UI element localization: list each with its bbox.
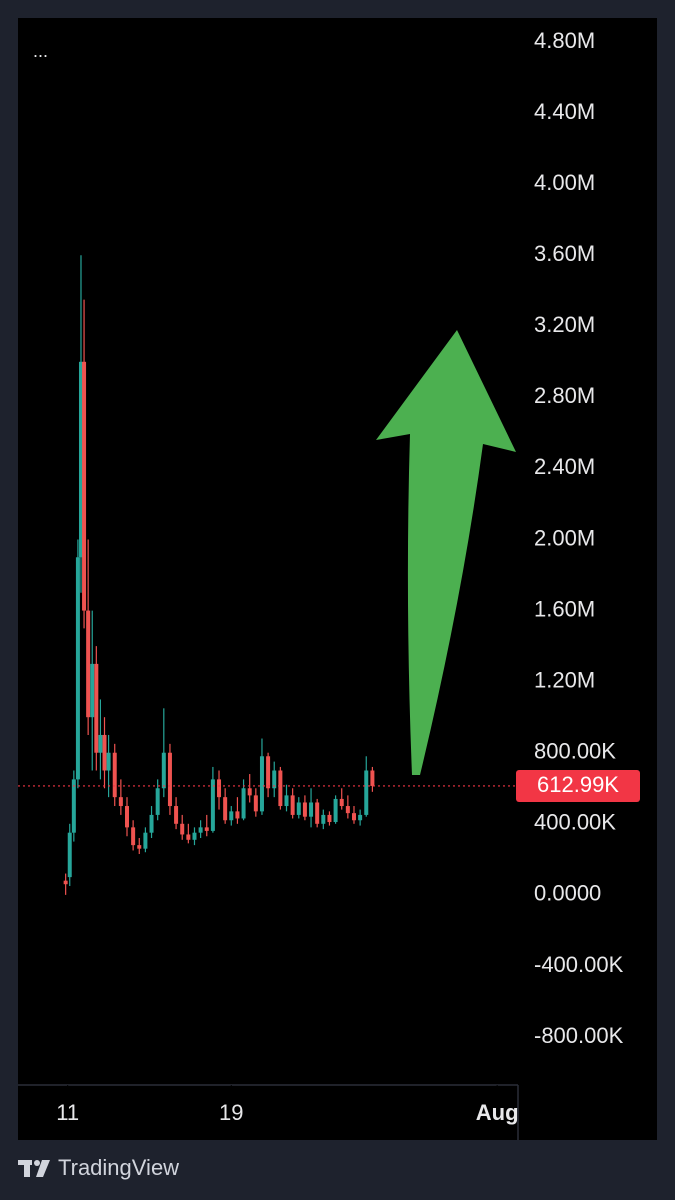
candle-body bbox=[137, 845, 142, 849]
candle-body bbox=[98, 734, 103, 753]
y-tick-label: 1.20M bbox=[534, 667, 595, 692]
candle-body bbox=[118, 797, 123, 807]
candle-body bbox=[327, 814, 332, 823]
candle-body bbox=[284, 795, 289, 807]
y-tick-label: -400.00K bbox=[534, 952, 624, 977]
candle-body bbox=[315, 802, 320, 824]
candle-body bbox=[364, 770, 369, 815]
candle-body bbox=[90, 663, 95, 718]
candle-body bbox=[358, 814, 363, 821]
candle-body bbox=[155, 788, 160, 815]
candle-body bbox=[247, 788, 252, 796]
candle-body bbox=[309, 802, 314, 817]
candle-body bbox=[278, 770, 283, 807]
candle-body bbox=[67, 832, 72, 878]
y-tick-label: 800.00K bbox=[534, 739, 616, 764]
candle-body bbox=[186, 834, 191, 840]
y-tick-label: 4.80M bbox=[534, 28, 595, 53]
candle-body bbox=[198, 827, 203, 833]
candle-body bbox=[149, 814, 154, 833]
y-tick-label: 0.0000 bbox=[534, 881, 601, 906]
candle-body bbox=[351, 813, 356, 821]
logo bbox=[18, 1160, 50, 1177]
candle-body bbox=[241, 788, 246, 819]
candle-body bbox=[290, 795, 295, 815]
candle-body bbox=[106, 752, 111, 771]
candle-body bbox=[78, 361, 83, 558]
y-tick-label: 2.40M bbox=[534, 454, 595, 479]
candle-body bbox=[266, 756, 271, 789]
candle-body bbox=[302, 802, 307, 817]
candle-body bbox=[333, 798, 338, 823]
candle-body bbox=[131, 827, 136, 846]
candle-body bbox=[102, 734, 107, 771]
y-tick-label: 2.80M bbox=[534, 383, 595, 408]
candle-body bbox=[321, 814, 326, 824]
y-tick-label: -800.00K bbox=[534, 1023, 624, 1048]
candle-body bbox=[94, 663, 99, 753]
y-tick-label: 4.00M bbox=[534, 170, 595, 195]
axes: 4.80M 4.40M 4.00M 3.60M 3.20M 2.80M 2.40M 2.00M… bbox=[56, 28, 640, 1125]
candle-body bbox=[63, 880, 68, 885]
candle-body bbox=[192, 832, 197, 840]
y-tick-label: 3.20M bbox=[534, 312, 595, 337]
brand: TradingView bbox=[58, 1155, 179, 1180]
y-tick-label: 2.00M bbox=[534, 525, 595, 550]
candle-body bbox=[345, 806, 350, 814]
candle-body bbox=[272, 770, 277, 789]
x-tick-label: Aug bbox=[476, 1100, 519, 1125]
candle-body bbox=[71, 779, 76, 833]
candle-body bbox=[217, 779, 222, 798]
y-tick-label: 1.60M bbox=[534, 596, 595, 621]
candle-body bbox=[259, 756, 264, 812]
candle-body bbox=[180, 823, 185, 835]
x-axis-labels: 11 19 Aug bbox=[56, 1085, 518, 1125]
candle-body bbox=[86, 610, 91, 718]
chart-pane bbox=[18, 18, 657, 1140]
candle-body bbox=[112, 752, 117, 798]
last-price-tag bbox=[516, 769, 640, 802]
candle-body bbox=[204, 827, 209, 831]
candle-body bbox=[174, 806, 179, 824]
candle-body bbox=[75, 557, 80, 780]
x-tick-label: 19 bbox=[219, 1100, 243, 1125]
candle-body bbox=[143, 832, 148, 849]
last-price-label: 612.99K bbox=[537, 772, 619, 797]
candle-body bbox=[296, 802, 301, 815]
candle-body bbox=[124, 806, 129, 828]
arrow-annotation bbox=[376, 330, 516, 775]
candle-body bbox=[161, 752, 166, 789]
menu-dots[interactable]: ... bbox=[33, 41, 48, 61]
candle-body bbox=[339, 798, 344, 807]
y-tick-label: 400.00K bbox=[534, 810, 616, 835]
y-tick-label: 4.40M bbox=[534, 99, 595, 124]
plot bbox=[18, 255, 518, 895]
candle-body bbox=[210, 779, 215, 831]
candle-body bbox=[82, 361, 87, 611]
candle-body bbox=[229, 811, 234, 821]
candle-body bbox=[253, 795, 258, 812]
candle-body bbox=[223, 797, 228, 821]
x-tick-label: 11 bbox=[56, 1100, 79, 1125]
candle-body bbox=[167, 752, 172, 807]
candle-body bbox=[370, 770, 375, 786]
y-tick-label: 3.60M bbox=[534, 241, 595, 266]
candle-body bbox=[235, 811, 240, 819]
